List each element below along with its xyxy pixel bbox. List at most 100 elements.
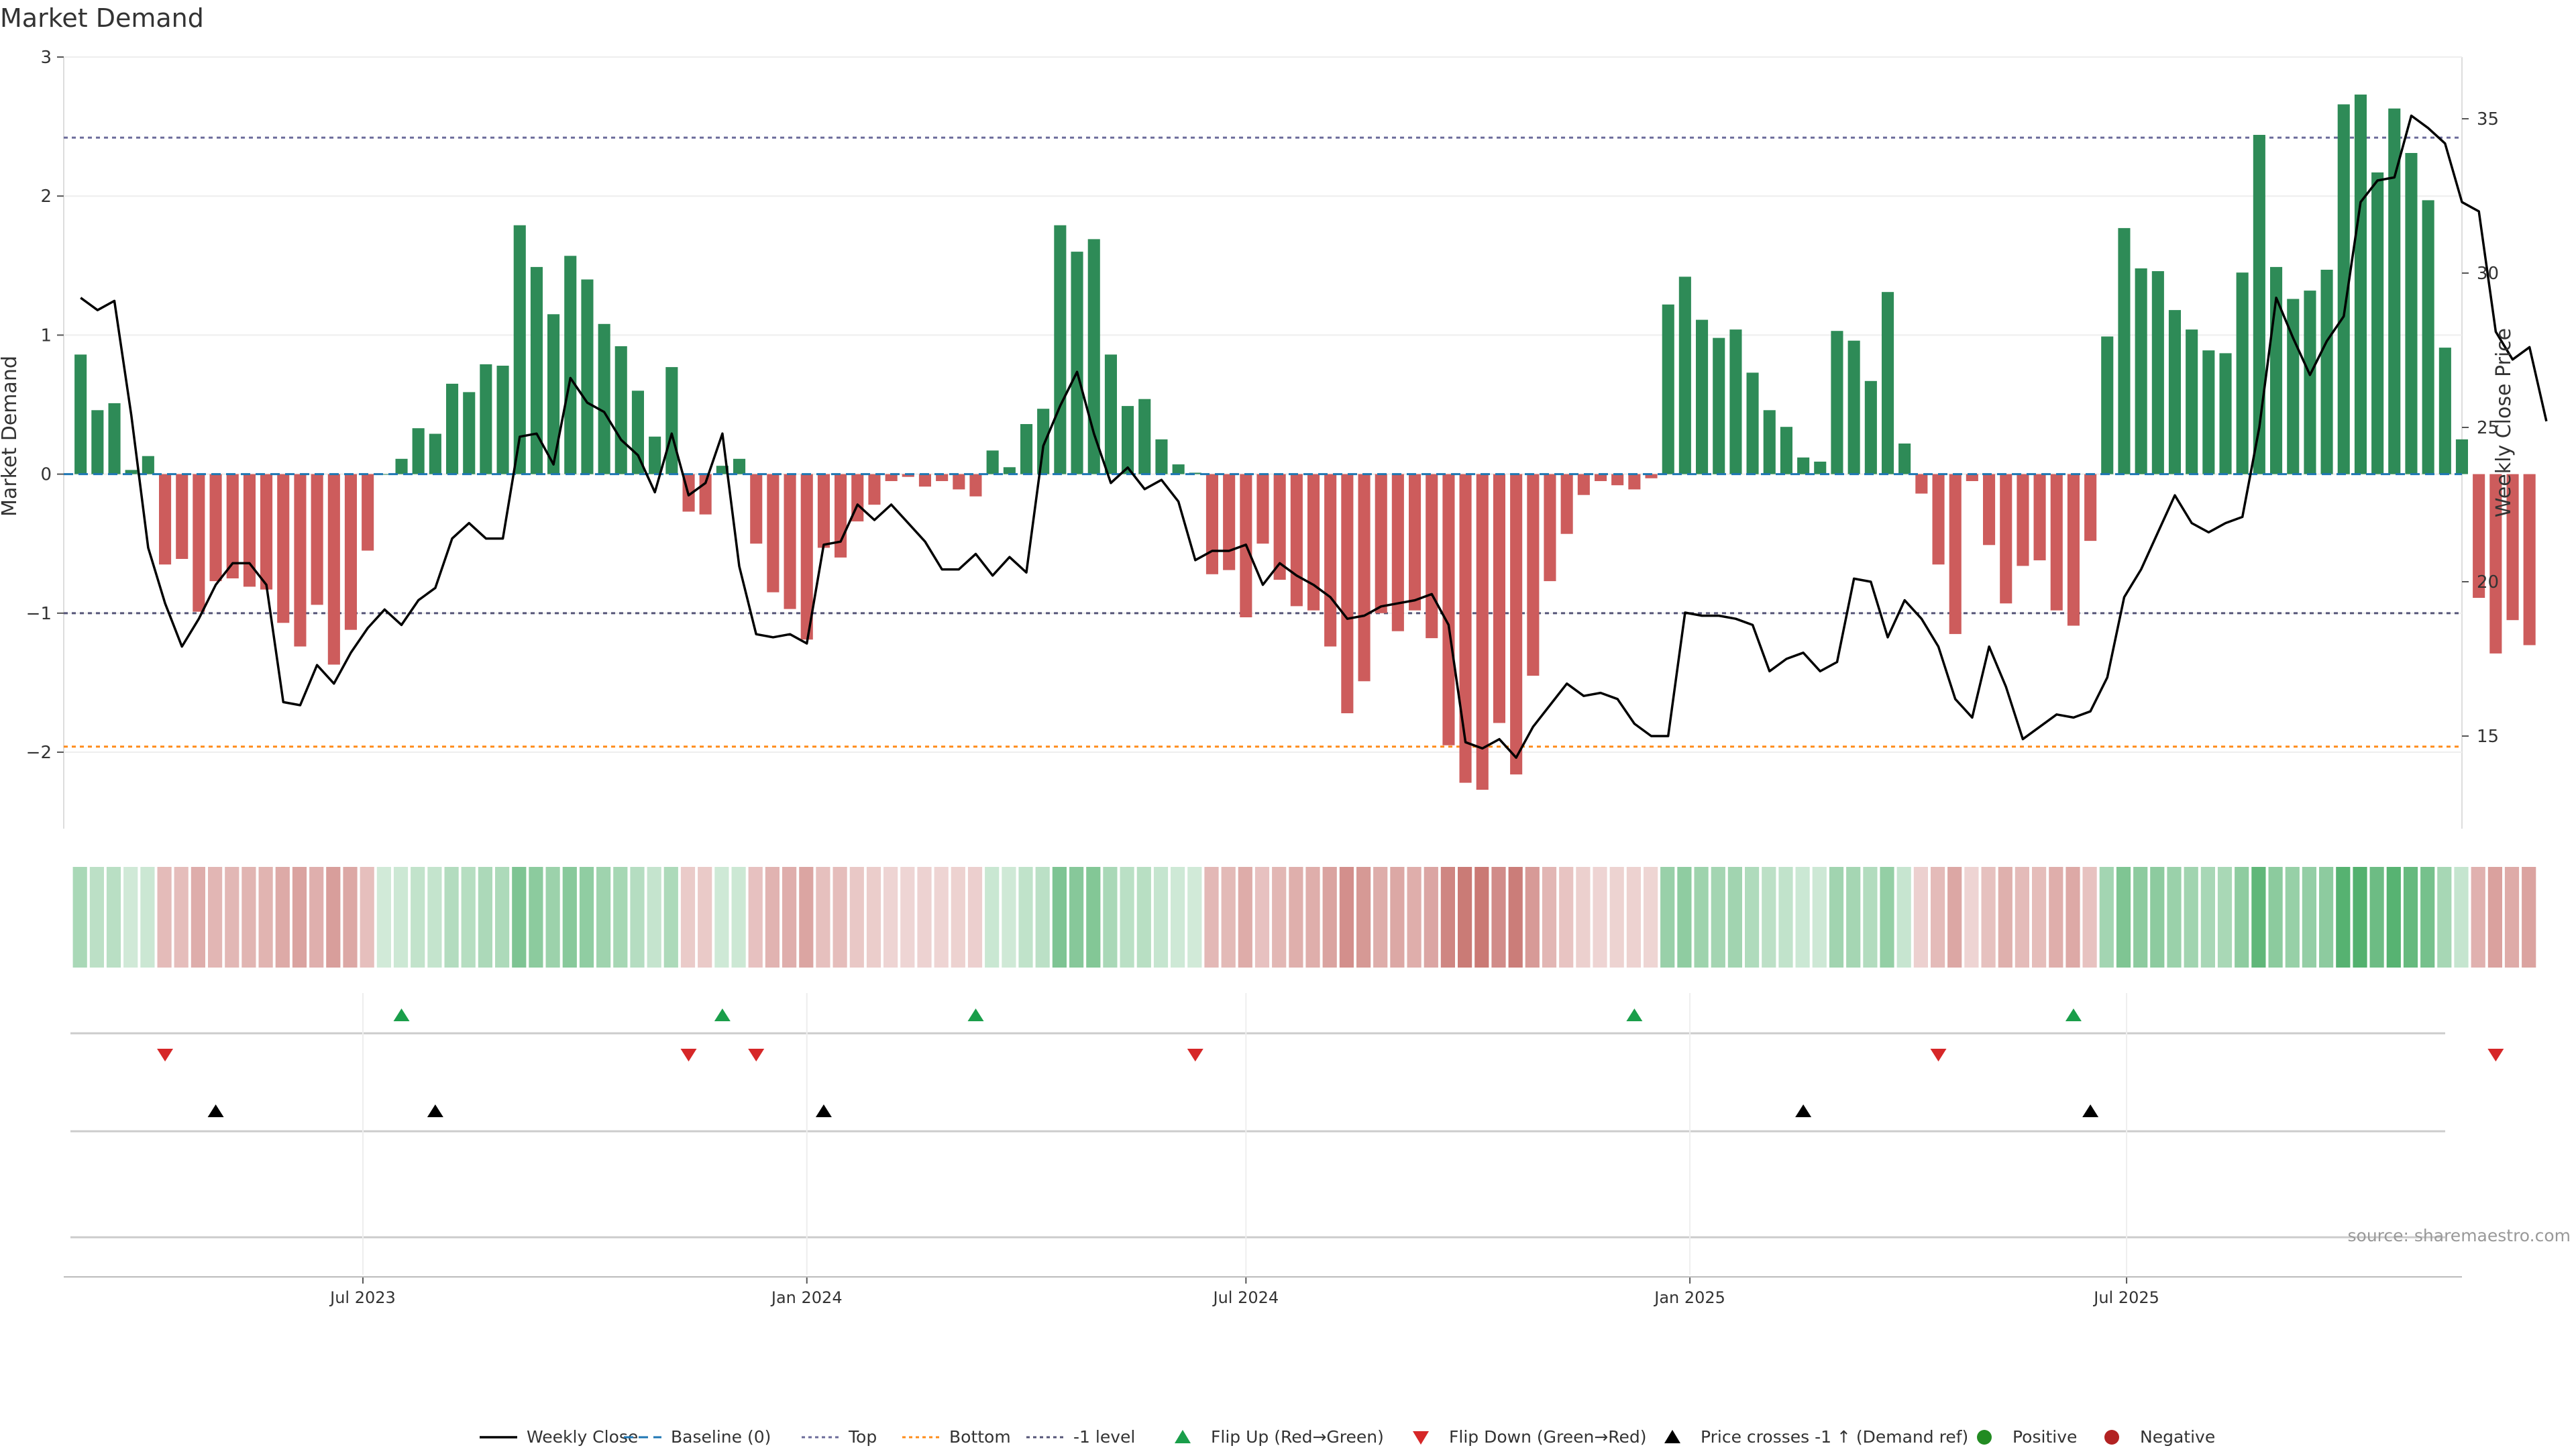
demand-bar (412, 428, 425, 474)
demand-bar (649, 436, 661, 474)
demand-bar (1915, 474, 1928, 494)
flip-up-marker (2065, 1008, 2082, 1021)
demand-bar (868, 474, 881, 505)
demand-bar (716, 466, 729, 474)
intensity-cell (208, 867, 223, 968)
demand-bar (936, 474, 949, 481)
right-tick-label: 35 (2477, 109, 2499, 129)
demand-bar (1054, 225, 1067, 474)
flip-down-marker (2487, 1049, 2504, 1061)
intensity-cell (1576, 867, 1591, 968)
demand-bar (1172, 464, 1185, 474)
demand-bar (1358, 474, 1371, 682)
demand-bar (2118, 227, 2131, 474)
demand-bar (1595, 474, 1607, 481)
demand-bar (1493, 474, 1505, 723)
demand-bar (513, 225, 526, 474)
demand-bar (1949, 474, 1962, 634)
intensity-cell (1508, 867, 1523, 968)
intensity-cell (225, 867, 239, 968)
demand-bar (1104, 354, 1117, 474)
demand-bar (1932, 474, 1945, 565)
intensity-cell (613, 867, 628, 968)
demand-bar (446, 383, 459, 474)
intensity-cell (140, 867, 155, 968)
demand-bar (547, 314, 560, 474)
demand-bar (1864, 380, 1877, 474)
intensity-cell (2285, 867, 2300, 968)
demand-bar (2455, 439, 2468, 474)
demand-bar (2506, 474, 2519, 621)
x-axis-ticks: Jul 2023 Jan 2024 Jul 2024 Jan 2025 Jul 2025 (64, 993, 2462, 1307)
right-tick-label: 25 (2477, 418, 2499, 438)
intensity-cell (89, 867, 104, 968)
intensity-cell (545, 867, 560, 968)
demand-bar (176, 474, 189, 559)
demand-bar (429, 433, 441, 474)
intensity-cell (343, 867, 358, 968)
intensity-cell (2251, 867, 2266, 968)
demand-bar (2135, 268, 2147, 474)
intensity-cell (2487, 867, 2502, 968)
intensity-cell (1626, 867, 1641, 968)
x-tick-label: Jan 2025 (1653, 1288, 1725, 1307)
demand-bar (733, 458, 746, 474)
demand-bar (1071, 252, 1083, 474)
intensity-cell (427, 867, 442, 968)
intensity-cell (799, 867, 814, 968)
intensity-cell (2065, 867, 2080, 968)
price-cross-marker (2082, 1104, 2099, 1117)
intensity-cell (2471, 867, 2485, 968)
legend-swatch-negative (2104, 1430, 2119, 1445)
demand-bar (2050, 474, 2063, 611)
left-axis-ticks: 3 2 1 0 −1 −2 (26, 48, 64, 763)
demand-bar (1966, 474, 1978, 481)
demand-bar (159, 474, 172, 565)
x-tick-label: Jul 2023 (329, 1288, 396, 1307)
intensity-cell (1035, 867, 1050, 968)
right-tick-label: 30 (2477, 264, 2499, 284)
intensity-cell (698, 867, 712, 968)
legend-label: Weekly Close (527, 1427, 638, 1447)
demand-bar (2320, 270, 2333, 474)
demand-bar (2405, 153, 2418, 474)
demand-bar (362, 474, 374, 551)
left-tick-label: 2 (40, 187, 52, 207)
intensity-cell (2032, 867, 2047, 968)
flip-up-marker (393, 1008, 410, 1021)
intensity-cell (106, 867, 121, 968)
demand-bar (530, 266, 543, 474)
intensity-cell (985, 867, 1000, 968)
price-cross-markers-panel (70, 1104, 2445, 1133)
demand-bar (2084, 474, 2097, 541)
price-cross-marker (1795, 1104, 1812, 1117)
intensity-cell (2099, 867, 2114, 968)
demand-bar (2067, 474, 2080, 626)
intensity-cell (1339, 867, 1354, 968)
legend-item: Baseline (0) (624, 1427, 771, 1447)
intensity-cell (1187, 867, 1202, 968)
flip-up-marker (714, 1008, 731, 1021)
demand-bar (1087, 239, 1100, 474)
x-tick-label: Jul 2025 (2092, 1288, 2159, 1307)
demand-bar (2523, 474, 2536, 645)
left-axis-label: Market Demand (0, 356, 21, 517)
intensity-cell (917, 867, 932, 968)
price-cross-marker (427, 1104, 443, 1117)
source-note: source: sharemaestro.com (2348, 1226, 2571, 1245)
intensity-cell (1644, 867, 1658, 968)
demand-bar (2017, 474, 2029, 566)
legend-swatch-flip-down (1413, 1431, 1429, 1445)
legend-item: Price crosses -1 ↑ (Demand ref) (1664, 1427, 1968, 1447)
demand-bar (1696, 319, 1709, 474)
intensity-cell (1491, 867, 1506, 968)
demand-bar (2168, 310, 2181, 474)
demand-bar (463, 392, 476, 474)
intensity-cell (1677, 867, 1692, 968)
demand-bar (2337, 104, 2350, 474)
demand-bar (1273, 474, 1286, 580)
intensity-cell (1863, 867, 1878, 968)
demand-bar (2236, 272, 2249, 474)
intensity-cell (1254, 867, 1270, 968)
intensity-cell (816, 867, 830, 968)
